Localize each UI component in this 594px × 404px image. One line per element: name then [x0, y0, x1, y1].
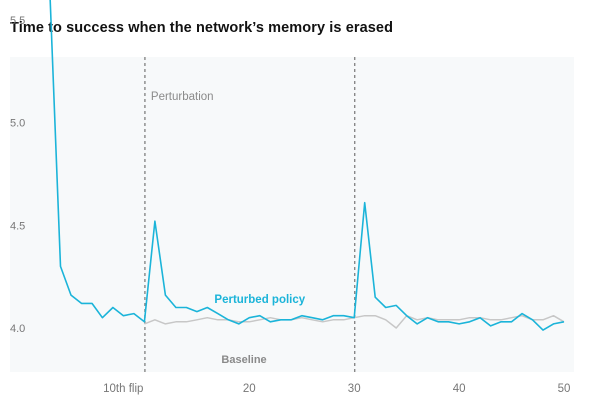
perturbed-policy-line	[49, 0, 565, 331]
x-tick-label: 30	[348, 383, 361, 395]
perturbed-policy-label: Perturbed policy	[214, 294, 305, 306]
x-axis-ticks: 10th flip 20 30 40 50	[103, 383, 570, 395]
y-tick-label: 5.0	[10, 118, 25, 130]
x-tick-label: 20	[243, 383, 256, 395]
perturbation-markers: Perturbation	[144, 57, 356, 372]
y-tick-label: 4.5	[10, 220, 25, 232]
perturbation-label: Perturbation	[151, 91, 214, 103]
series-annotations: Perturbed policy Baseline	[214, 294, 305, 366]
x-tick-label: 40	[453, 383, 466, 395]
y-tick-label: 4.0	[10, 323, 25, 335]
baseline-label: Baseline	[221, 354, 266, 366]
series-lines	[49, 0, 565, 331]
x-tick-label: 50	[558, 383, 571, 395]
y-axis-ticks: 4.04.55.05.56.06.5 sec	[10, 15, 25, 335]
chart-title: Time to success when the network’s memor…	[10, 20, 394, 36]
x-tick-label: 10th flip	[103, 383, 143, 395]
y-tick-label: 5.5	[10, 15, 25, 27]
